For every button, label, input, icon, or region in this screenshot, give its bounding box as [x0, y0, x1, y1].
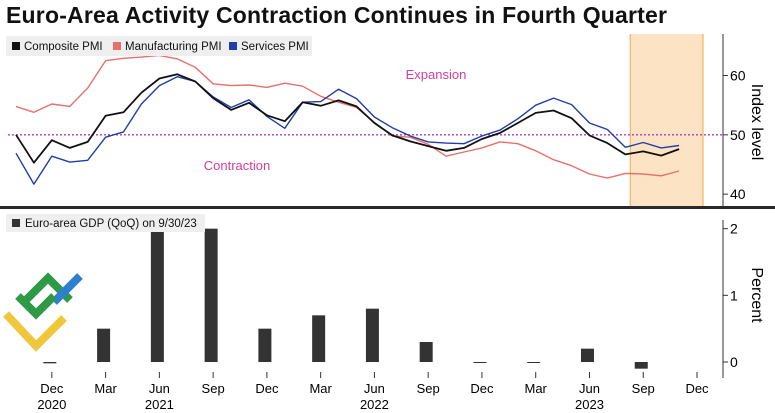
x-tick-label: Mar [94, 381, 117, 396]
x-year-label: 2021 [145, 397, 174, 412]
bar-layer [43, 222, 648, 369]
x-tick-label: Sep [417, 381, 440, 396]
axis-layer: 40 50 60 0 1 2 Index level Percent Dec Mar Jun Sep D… [0, 34, 775, 412]
lower-legend-box [6, 214, 205, 232]
x-tick-label: Dec [685, 381, 709, 396]
upper-y-axis-title: Index level [748, 84, 765, 161]
annotation-expansion: Expansion [406, 67, 467, 82]
highlight-layer [629, 34, 704, 206]
lower-y-tick-label: 1 [730, 287, 738, 303]
lower-y-tick-label: 0 [730, 354, 738, 370]
gdp-bar [527, 362, 541, 363]
x-tick-label: Mar [525, 381, 548, 396]
x-tick-label: Sep [632, 381, 655, 396]
x-tick-label: Dec [40, 381, 64, 396]
x-tick-label: Sep [202, 381, 225, 396]
annotation-contraction: Contraction [204, 158, 270, 173]
logo-layer [3, 272, 83, 352]
gdp-bar [97, 328, 111, 362]
gdp-bar [419, 342, 433, 362]
gdp-bar [312, 315, 326, 362]
x-tick-label: Jun [579, 381, 600, 396]
lower-y-axis-title: Percent [748, 267, 765, 323]
legend-label: Euro-area GDP (QoQ) on 9/30/23 [25, 218, 197, 230]
gdp-bar [204, 228, 218, 362]
brand-logo-icon [15, 293, 57, 320]
x-year-label: 2023 [575, 397, 604, 412]
upper-y-tick-label: 50 [730, 127, 746, 143]
brand-logo-icon [51, 273, 83, 305]
lower-y-tick-label: 2 [730, 221, 738, 237]
legend-label: Composite PMI [24, 41, 103, 53]
gdp-bar [150, 222, 164, 362]
legend-swatch [12, 42, 20, 50]
gdp-bar [258, 328, 272, 362]
grid-layer: Expansion Contraction [8, 67, 723, 173]
series-line-services-pmi [15, 76, 680, 185]
series-line-composite-pmi [15, 73, 680, 164]
gdp-bar [365, 308, 379, 362]
x-year-label: 2022 [360, 397, 389, 412]
legend-label: Services PMI [241, 41, 309, 53]
upper-y-tick-label: 60 [730, 68, 746, 84]
legend-swatch [12, 219, 20, 227]
legend-swatch [113, 42, 121, 50]
gdp-bar [473, 362, 487, 363]
brand-logo-icon [3, 311, 67, 352]
highlight-band [630, 34, 703, 206]
panel-divider [0, 206, 775, 209]
x-year-label: 2020 [37, 397, 66, 412]
line-layer [15, 54, 680, 185]
chart-title: Euro-Area Activity Contraction Continues… [6, 2, 668, 28]
gdp-bar [580, 348, 594, 362]
x-tick-label: Dec [470, 381, 494, 396]
upper-y-tick-label: 40 [730, 186, 746, 202]
legend-swatch [229, 42, 237, 50]
x-tick-label: Dec [255, 381, 279, 396]
x-tick-label: Jun [149, 381, 170, 396]
legend-layer: Composite PMI Manufacturing PMI Services P… [6, 36, 312, 232]
gdp-bar [43, 362, 57, 364]
gdp-bar [634, 362, 648, 369]
legend-label: Manufacturing PMI [125, 41, 222, 53]
series-line-manufacturing-pmi [15, 54, 680, 179]
upper-legend-box [6, 36, 312, 56]
x-tick-label: Mar [309, 381, 332, 396]
x-tick-label: Jun [364, 381, 385, 396]
